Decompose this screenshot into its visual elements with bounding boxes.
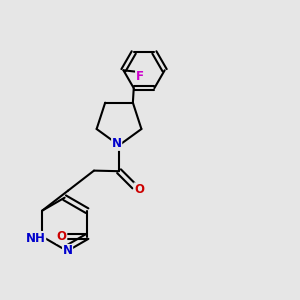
Text: NH: NH bbox=[26, 232, 46, 244]
Text: F: F bbox=[136, 70, 144, 83]
Text: N: N bbox=[63, 244, 73, 257]
Text: N: N bbox=[112, 137, 122, 150]
Text: O: O bbox=[57, 230, 67, 243]
Text: O: O bbox=[134, 183, 144, 196]
